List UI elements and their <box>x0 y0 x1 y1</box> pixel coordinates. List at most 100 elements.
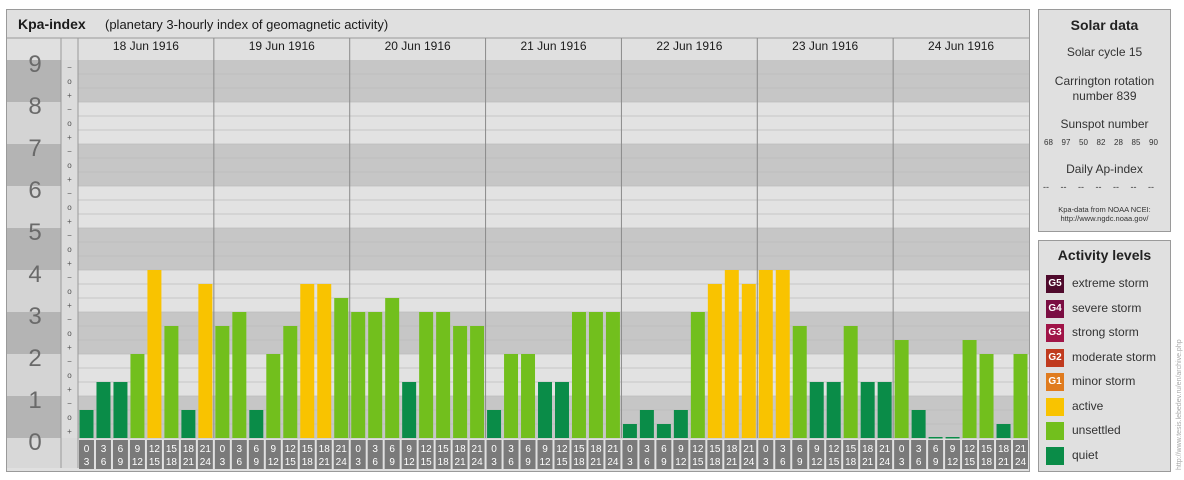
daily-ap-title: Daily Ap-index <box>1066 162 1143 176</box>
interval-end-label: 18 <box>302 457 314 468</box>
solar-data-panel: Solar data Solar cycle 15 Carrington rot… <box>1038 9 1171 232</box>
kp-bar <box>538 382 552 438</box>
interval-cell <box>79 440 94 469</box>
kp-bar <box>979 354 994 438</box>
interval-start-label: 3 <box>508 444 514 455</box>
y-subtick-label: − <box>67 315 72 324</box>
y-subtick-label: o <box>67 287 72 296</box>
kp-bar <box>130 354 145 438</box>
interval-end-label: 24 <box>1015 457 1027 468</box>
y-subtick-label: o <box>67 77 72 86</box>
sunspot-value: 28 <box>1114 138 1123 147</box>
interval-cell <box>146 440 162 469</box>
kp-bar <box>639 409 654 438</box>
y-band-label-area <box>7 102 61 144</box>
sunspot-value: 97 <box>1061 138 1071 147</box>
kp-bar <box>911 409 926 438</box>
interval-end-label: 12 <box>675 457 687 468</box>
legend-label: quiet <box>1072 447 1099 462</box>
legend-label: active <box>1072 398 1104 413</box>
interval-start-label: 21 <box>336 444 348 455</box>
kp-bar <box>741 283 756 438</box>
interval-end-label: 21 <box>862 457 874 468</box>
interval-cell <box>962 440 978 469</box>
activity-levels-title: Activity levels <box>1057 247 1152 263</box>
interval-cell <box>758 440 774 469</box>
y-subtick-label: − <box>67 147 72 156</box>
legend-item: G1 minor storm <box>1046 373 1171 391</box>
y-band-label-area <box>7 144 61 186</box>
interval-end-label: 3 <box>763 457 769 468</box>
interval-end-label: 3 <box>627 457 633 468</box>
kp-bar <box>877 382 892 438</box>
interval-end-label: 15 <box>964 457 976 468</box>
interval-cell <box>877 440 893 469</box>
legend-item: G4 severe storm <box>1046 299 1171 318</box>
kp-bar <box>215 325 230 438</box>
ap-value: -- <box>1043 182 1049 192</box>
credit-url[interactable]: http://www.tesis.lebedev.ru/en/archive.p… <box>1176 339 1183 470</box>
y-subtick-label: − <box>67 399 72 408</box>
interval-end-label: 3 <box>491 457 497 468</box>
kpa-chart-panel: Kpa-index (planetary 3-hourly index of g… <box>6 9 1030 472</box>
kp-bar <box>402 382 417 438</box>
y-tick-label: 5 <box>28 219 41 246</box>
interval-start-label: 21 <box>472 444 484 455</box>
kp-bar <box>147 270 162 438</box>
ap-value: -- <box>1148 182 1154 192</box>
legend-label: extreme storm <box>1072 276 1149 290</box>
y-subtick-label: o <box>67 371 72 380</box>
interval-cell <box>384 440 400 469</box>
interval-start-label: 9 <box>542 444 548 455</box>
interval-cell <box>333 440 349 469</box>
kp-bar <box>198 283 213 438</box>
interval-end-label: 9 <box>389 457 395 468</box>
interval-cell <box>605 440 621 469</box>
legend-swatch <box>1046 397 1064 416</box>
y-subtick-label: + <box>67 91 72 100</box>
interval-cell <box>214 440 230 469</box>
kp-bar <box>181 409 196 438</box>
interval-start-label: 6 <box>389 444 395 455</box>
data-source-link[interactable]: http://www.ngdc.noaa.gov/ <box>1060 214 1149 223</box>
interval-start-label: 18 <box>455 444 467 455</box>
kp-bar <box>724 270 739 438</box>
y-tick-label: 8 <box>28 93 41 120</box>
y-subtick-label: o <box>67 161 72 170</box>
kp-bar <box>113 382 128 438</box>
interval-cell <box>367 440 383 469</box>
interval-cell <box>673 440 689 469</box>
y-tick-label: 2 <box>28 345 41 372</box>
day-label: 18 Jun 1916 <box>113 39 179 53</box>
interval-start-label: 3 <box>372 444 378 455</box>
legend-swatch: G1 <box>1046 373 1064 391</box>
ap-value: -- <box>1060 182 1067 192</box>
interval-start-label: 18 <box>590 444 602 455</box>
kp-bar <box>809 382 824 438</box>
kp-bar <box>945 437 960 439</box>
interval-start-label: 12 <box>556 444 568 455</box>
y-subtick-label: o <box>67 245 72 254</box>
kp-bar <box>334 298 349 438</box>
interval-cell <box>979 440 995 469</box>
interval-cell <box>435 440 451 469</box>
interval-end-label: 6 <box>916 457 922 468</box>
interval-cell <box>163 440 179 469</box>
interval-start-label: 9 <box>135 444 141 455</box>
interval-end-label: 24 <box>879 457 891 468</box>
interval-cell <box>486 440 502 469</box>
y-subtick-label: + <box>67 217 72 226</box>
interval-end-label: 24 <box>472 457 484 468</box>
interval-cell <box>282 440 298 469</box>
interval-end-label: 12 <box>947 457 959 468</box>
kp-bar <box>266 354 281 438</box>
kp-bar <box>487 409 502 438</box>
interval-start-label: 21 <box>607 444 619 455</box>
carrington-rotation-number: number 839 <box>1072 89 1137 103</box>
kp-bar <box>351 312 366 438</box>
y-band <box>78 144 1029 186</box>
sunspot-value: 50 <box>1079 138 1088 147</box>
interval-start-label: 15 <box>302 444 314 455</box>
interval-start-label: 3 <box>916 444 922 455</box>
interval-end-label: 9 <box>118 457 124 468</box>
